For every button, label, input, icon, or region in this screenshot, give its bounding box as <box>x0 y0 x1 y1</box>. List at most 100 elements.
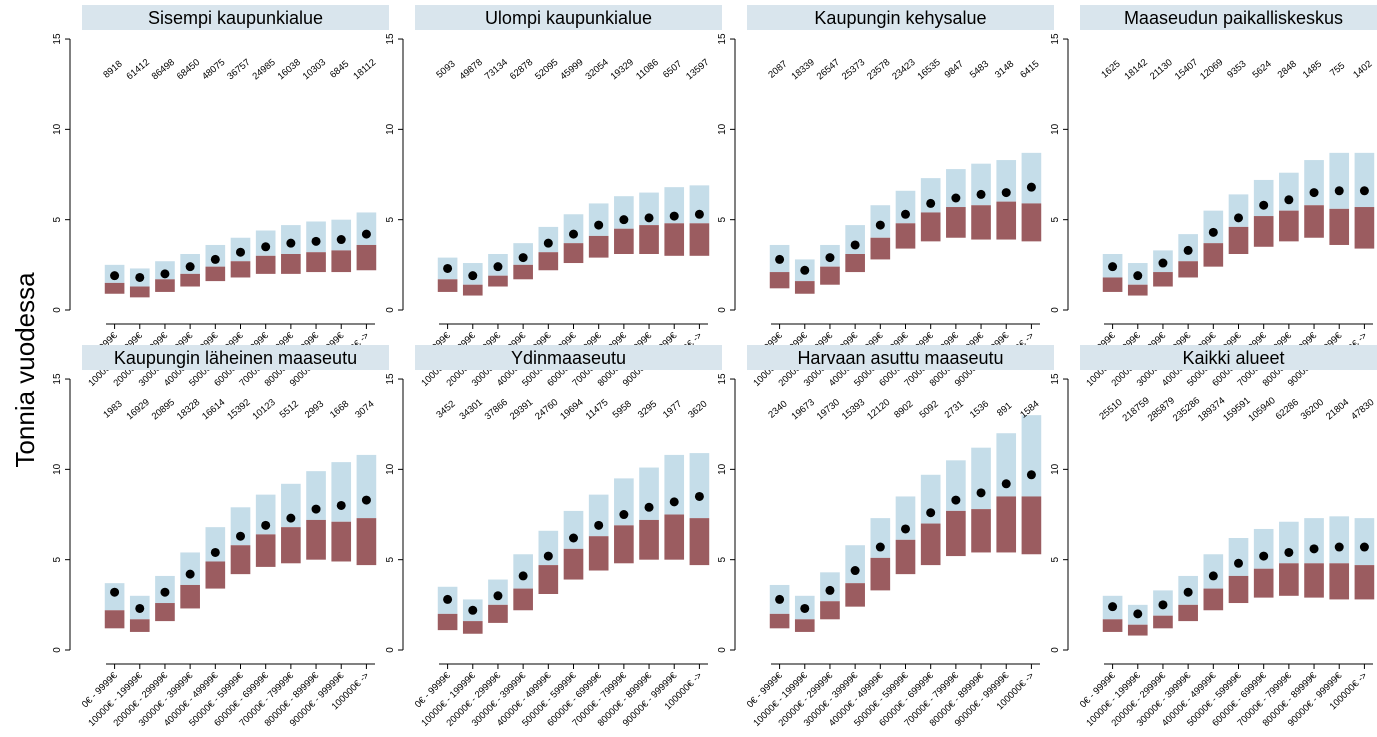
box-upper <box>971 447 991 510</box>
box-lower <box>920 523 941 566</box>
y-tick-label: 15 <box>52 373 63 385</box>
box-lower <box>1228 226 1249 254</box>
box-lower <box>794 619 815 632</box>
box-lower <box>488 604 508 623</box>
box-upper <box>920 474 941 524</box>
box-lower <box>205 561 226 589</box>
y-tick-label: 10 <box>385 123 396 135</box>
box-lower <box>104 282 125 294</box>
mean-point <box>569 229 578 239</box>
mean-point <box>160 269 170 279</box>
count-label: 891 <box>995 400 1014 419</box>
box-lower <box>1253 568 1274 598</box>
count-label: 1625 <box>1099 59 1122 81</box>
panel-title: Kaupungin kehysalue <box>814 8 986 28</box>
box-lower <box>1127 284 1148 296</box>
count-label: 16038 <box>276 57 303 82</box>
count-label: 8902 <box>892 399 915 421</box>
panel-strip <box>747 345 1054 370</box>
box-lower <box>870 557 891 591</box>
count-label: 6507 <box>661 59 684 81</box>
box-lower <box>689 223 710 256</box>
y-tick-label: 15 <box>52 33 63 45</box>
count-label: 36200 <box>1299 397 1326 422</box>
count-label: 68450 <box>175 57 202 82</box>
box-lower <box>971 205 991 240</box>
box-lower <box>1127 624 1148 636</box>
count-label: 11475 <box>584 397 611 422</box>
count-label: 45999 <box>558 57 585 82</box>
mean-point <box>569 533 578 543</box>
box-upper <box>180 552 200 585</box>
count-label: 5958 <box>611 399 634 421</box>
box-lower <box>462 621 483 634</box>
count-label: 34301 <box>458 397 485 422</box>
y-tick-label: 10 <box>717 463 728 475</box>
box-upper <box>588 203 609 236</box>
box-lower <box>1102 277 1123 292</box>
box-lower <box>920 212 941 242</box>
box-lower <box>1178 261 1198 278</box>
box-lower <box>1021 203 1042 242</box>
box-upper <box>664 454 685 515</box>
mean-point <box>951 193 961 203</box>
y-tick-label: 10 <box>1050 123 1061 135</box>
box-upper <box>1304 160 1324 206</box>
mean-point <box>185 262 195 272</box>
y-tick-label: 10 <box>385 463 396 475</box>
box-lower <box>946 207 966 238</box>
box-lower <box>1102 619 1123 632</box>
box-lower <box>306 252 326 273</box>
mean-point <box>1259 551 1269 561</box>
box-upper <box>1021 415 1042 497</box>
box-lower <box>488 275 508 287</box>
box-lower <box>1153 272 1173 287</box>
box-lower <box>1021 496 1042 555</box>
box-upper <box>230 507 251 546</box>
mean-point <box>236 247 245 257</box>
mean-point <box>669 497 679 507</box>
mean-point <box>1234 213 1243 223</box>
count-label: 9847 <box>943 59 966 81</box>
mean-point <box>1284 547 1294 557</box>
mean-point <box>361 495 371 505</box>
box-upper <box>1253 528 1274 569</box>
count-label: 3452 <box>434 399 457 421</box>
y-tick-label: 15 <box>717 373 728 385</box>
mean-point <box>1108 602 1118 612</box>
box-upper <box>920 178 941 213</box>
mean-point <box>1183 587 1193 597</box>
y-tick-label: 5 <box>52 216 63 222</box>
count-label: 12069 <box>1198 57 1225 82</box>
count-label: 19329 <box>609 57 636 82</box>
y-tick-label: 5 <box>385 216 396 222</box>
y-tick-label: 0 <box>1050 647 1061 653</box>
count-label: 18328 <box>175 397 202 422</box>
box-lower <box>820 601 840 620</box>
count-label: 15407 <box>1173 57 1200 82</box>
count-label: 23423 <box>890 57 917 82</box>
count-label: 24985 <box>250 57 277 82</box>
box-lower <box>971 509 991 553</box>
mean-point <box>594 520 604 530</box>
box-lower <box>614 228 634 254</box>
count-label: 61412 <box>125 57 152 82</box>
mean-point <box>850 240 860 250</box>
count-label: 11086 <box>634 57 661 82</box>
box-lower <box>769 272 790 289</box>
count-label: 16535 <box>915 57 942 82</box>
box-upper <box>614 196 634 229</box>
count-label: 21804 <box>1324 397 1351 422</box>
count-label: 5092 <box>917 399 940 421</box>
box-lower <box>331 250 352 273</box>
y-tick-label: 15 <box>717 33 728 45</box>
box-lower <box>1253 216 1274 247</box>
box-lower <box>1203 588 1224 611</box>
count-label: 5093 <box>434 59 457 81</box>
count-label: 5483 <box>968 59 991 81</box>
panel-strip <box>1080 5 1377 30</box>
mean-point <box>261 242 271 252</box>
box-lower <box>639 225 659 254</box>
box-upper <box>104 583 125 611</box>
